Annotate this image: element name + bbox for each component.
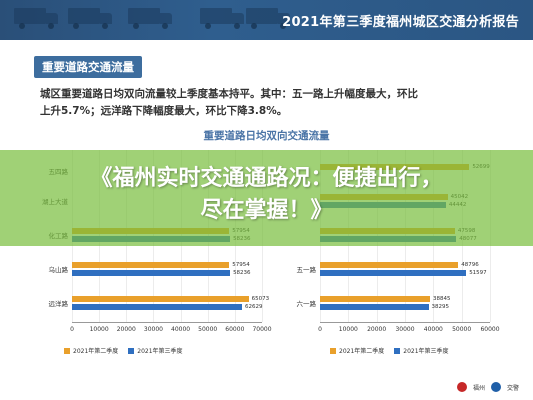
summary-line: 城区重要道路日均双向流量较上季度基本持平。其中：五一路上升幅度最大，环比 <box>40 88 418 100</box>
summary-line: 上升5.7%；远洋路下降幅度最大，环比下降3.8%。 <box>40 105 288 117</box>
truck-icon <box>68 8 114 30</box>
bar-q3 <box>320 304 429 310</box>
x-axis <box>320 322 490 323</box>
legend-swatch <box>64 347 70 354</box>
footer-logo-text: 交警 <box>506 384 519 392</box>
data-label: 65073 <box>251 296 270 302</box>
data-label: 62629 <box>244 304 263 310</box>
summary-text: 城区重要道路日均双向流量较上季度基本持平。其中：五一路上升幅度最大，环比 上升5… <box>40 86 500 120</box>
legend-item-q2: 2021年第二季度 <box>64 346 118 355</box>
x-tick-label: 70000 <box>252 326 272 333</box>
headline-line: 尽在掌握！》 <box>200 198 333 223</box>
data-label: 51597 <box>469 270 487 276</box>
bar-q2 <box>72 296 249 302</box>
x-tick-label: 50000 <box>452 326 472 333</box>
x-tick-label: 40000 <box>171 326 191 333</box>
truck-icon <box>14 8 60 30</box>
legend-label: 2021年第三季度 <box>137 348 183 355</box>
x-tick-label: 40000 <box>423 326 443 333</box>
section-tag: 重要道路交通流量 <box>34 56 142 78</box>
x-tick-label: 50000 <box>198 326 218 333</box>
x-tick-label: 60000 <box>480 326 500 333</box>
x-tick-label: 60000 <box>225 326 245 333</box>
data-label: 38845 <box>433 296 451 302</box>
data-label: 48796 <box>461 262 479 268</box>
category-label: 六一路 <box>296 300 317 308</box>
truck-icon <box>200 8 246 30</box>
bar-q2 <box>72 262 230 268</box>
legend-left: 2021年第二季度 2021年第三季度 <box>64 346 183 355</box>
police-badge-icon <box>456 382 467 392</box>
bar-q2 <box>320 262 459 268</box>
headline-line: 《福州实时交通通路况：便捷出行， <box>90 166 443 191</box>
bar-q2 <box>320 296 431 302</box>
x-tick-label: 10000 <box>338 326 358 333</box>
legend-right: 2021年第二季度 2021年第三季度 <box>330 346 449 355</box>
x-tick-label: 30000 <box>143 326 163 333</box>
x-tick-label: 10000 <box>89 326 109 333</box>
headline: 《福州实时交通通路况：便捷出行， 尽在掌握！》 <box>0 163 533 227</box>
category-label: 五一路 <box>296 266 317 274</box>
truck-icon <box>246 8 292 30</box>
truck-icon <box>128 8 174 30</box>
x-tick-label: 30000 <box>395 326 415 333</box>
x-tick-label: 20000 <box>367 326 387 333</box>
legend-swatch <box>128 347 135 354</box>
headline-overlay <box>0 150 533 246</box>
legend-label: 2021年第三季度 <box>403 348 449 355</box>
x-tick-label: 20000 <box>116 326 136 333</box>
header-band: 2021年第三季度福州城区交通分析报告 <box>0 0 533 40</box>
legend-swatch <box>394 347 401 354</box>
bar-q3 <box>320 270 467 276</box>
chart-title: 重要道路日均双向交通流量 <box>203 130 330 142</box>
x-axis <box>72 322 262 323</box>
data-label: 57954 <box>232 262 250 268</box>
bar-q3 <box>72 270 231 276</box>
legend-item-q2: 2021年第二季度 <box>330 346 384 355</box>
traffic-police-icon <box>490 382 501 392</box>
footer-logo-text: 福州 <box>472 384 485 392</box>
legend-label: 2021年第二季度 <box>73 348 119 355</box>
legend-item-q3: 2021年第三季度 <box>394 346 449 355</box>
x-tick-label: 0 <box>318 326 322 333</box>
x-tick-label: 0 <box>70 326 74 333</box>
category-label: 乌山路 <box>48 266 69 274</box>
data-label: 58236 <box>233 270 251 276</box>
legend-label: 2021年第二季度 <box>339 348 385 355</box>
category-label: 远洋路 <box>48 300 69 308</box>
data-label: 38295 <box>431 304 450 310</box>
bar-q3 <box>72 304 242 310</box>
legend-swatch <box>330 347 336 354</box>
footer-logos: 福州 交警 <box>456 382 519 392</box>
report-title: 2021年第三季度福州城区交通分析报告 <box>282 15 519 30</box>
legend-item-q3: 2021年第三季度 <box>128 346 183 355</box>
